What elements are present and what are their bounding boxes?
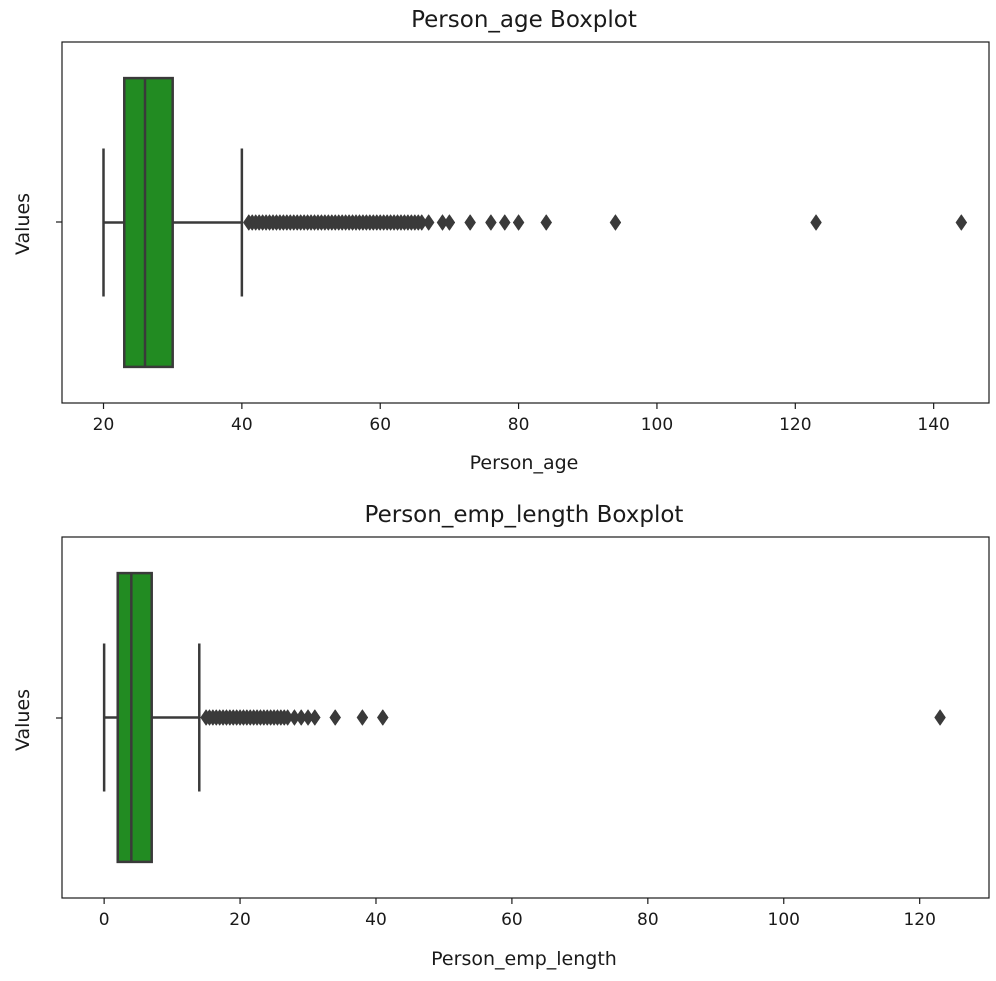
subplot-person-age: Person_age Boxplot 20 40 60 80 100 120 140 Per… — [12, 7, 990, 474]
outlier-point — [376, 709, 389, 726]
outlier-point — [609, 214, 622, 231]
outlier-point — [464, 214, 476, 231]
x-tick-label: 20 — [229, 910, 251, 930]
chart-marks — [102, 571, 946, 864]
outlier-point — [422, 214, 435, 231]
x-axis: 0 20 40 60 80 100 120 — [99, 898, 936, 930]
x-tick-label: 40 — [365, 910, 387, 930]
chart-marks — [102, 76, 968, 369]
box — [123, 76, 174, 369]
x-tick-label: 40 — [231, 415, 253, 435]
x-tick-label: 120 — [779, 415, 811, 435]
outlier-point — [443, 214, 456, 231]
outlier-point — [512, 214, 525, 231]
chart-title: Person_emp_length Boxplot — [365, 502, 684, 528]
x-tick-label: 100 — [641, 415, 673, 435]
x-tick-label: 60 — [369, 415, 391, 435]
x-tick-label: 140 — [917, 415, 949, 435]
subplot-person-emp-length: Person_emp_length Boxplot 0 20 40 60 80 100 12… — [12, 502, 990, 970]
x-axis: 20 40 60 80 100 120 140 — [93, 403, 950, 435]
x-tick-label: 80 — [637, 910, 659, 930]
x-tick-label: 0 — [99, 910, 110, 930]
x-tick-label: 20 — [93, 415, 115, 435]
outlier-point — [810, 214, 822, 231]
y-axis-label: Values — [12, 193, 34, 255]
outlier-point — [309, 709, 321, 726]
outlier-point — [540, 214, 553, 231]
outlier-point — [356, 709, 369, 726]
x-tick-label: 60 — [501, 910, 523, 930]
x-tick-label: 120 — [903, 910, 935, 930]
outlier-point — [498, 214, 511, 231]
x-axis-label: Person_age — [470, 452, 579, 474]
outlier-point — [329, 709, 342, 726]
x-tick-label: 100 — [768, 910, 800, 930]
y-axis-label: Values — [12, 689, 34, 751]
chart-title: Person_age Boxplot — [411, 7, 637, 33]
box — [116, 571, 153, 864]
outlier-point — [485, 214, 497, 231]
x-axis-label: Person_emp_length — [431, 948, 617, 970]
outlier-point — [934, 709, 946, 726]
outlier-point — [955, 214, 968, 231]
x-tick-label: 80 — [508, 415, 530, 435]
